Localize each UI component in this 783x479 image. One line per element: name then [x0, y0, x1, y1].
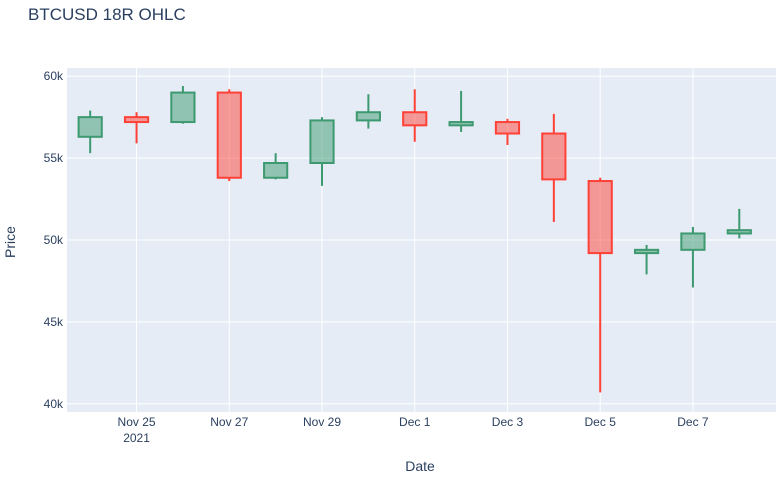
x-tick-label: Dec 5 — [585, 415, 617, 429]
x-tick-label: Nov 29 — [303, 415, 341, 429]
x-tick-label: Dec 1 — [399, 415, 431, 429]
candle-body — [123, 116, 150, 124]
candle-body — [633, 248, 660, 255]
x-axis-title: Date — [405, 458, 435, 474]
candle-increasing — [726, 208, 752, 239]
y-tick-label: 55k — [44, 151, 64, 165]
candle-decreasing — [494, 118, 521, 145]
candle-increasing — [680, 226, 706, 288]
candle-body — [216, 91, 242, 179]
candle-body — [402, 111, 428, 127]
x-tick-label: Dec 7 — [677, 415, 709, 429]
candle-increasing — [355, 94, 381, 129]
x-tick-label: Dec 3 — [492, 415, 524, 429]
candle-increasing — [77, 110, 103, 154]
x-tick-label: Nov 25 — [118, 415, 156, 429]
candle-body — [263, 162, 289, 179]
x-tick-label: Nov 27 — [210, 415, 248, 429]
y-tick-label: 40k — [44, 397, 64, 411]
candle-body — [170, 91, 196, 124]
candle-decreasing — [587, 177, 613, 393]
candle-body — [77, 116, 103, 138]
y-axis-ticks: 40k 45k 50k 55k 60k — [44, 69, 64, 411]
candle-body — [680, 232, 706, 251]
candle-increasing — [263, 153, 289, 180]
candle-decreasing — [402, 89, 428, 142]
candle-decreasing — [123, 112, 150, 144]
candle-increasing — [309, 117, 335, 186]
x-axis-ticks: Nov 25 Nov 27 Nov 29 Dec 1 Dec 3 Dec 5 Dec 7 20… — [118, 415, 709, 445]
candle-body — [448, 121, 474, 127]
y-tick-label: 45k — [44, 315, 64, 329]
candle-increasing — [633, 244, 660, 275]
candles — [77, 86, 752, 393]
candle-body — [541, 132, 567, 181]
candle-decreasing — [541, 113, 567, 222]
candle-body — [355, 111, 381, 122]
candle-decreasing — [216, 89, 242, 182]
chart-title: BTCUSD 18R OHLC — [28, 5, 186, 24]
candle-body — [309, 119, 335, 165]
candle-body — [587, 180, 613, 255]
candle-increasing — [448, 90, 474, 132]
x-tick-year-label: 2021 — [123, 431, 150, 445]
candle-body — [494, 121, 521, 135]
y-tick-label: 60k — [44, 69, 64, 83]
y-tick-label: 50k — [44, 233, 64, 247]
candle-increasing — [170, 86, 196, 124]
y-axis-title: Price — [2, 226, 18, 258]
candle-body — [726, 229, 752, 235]
